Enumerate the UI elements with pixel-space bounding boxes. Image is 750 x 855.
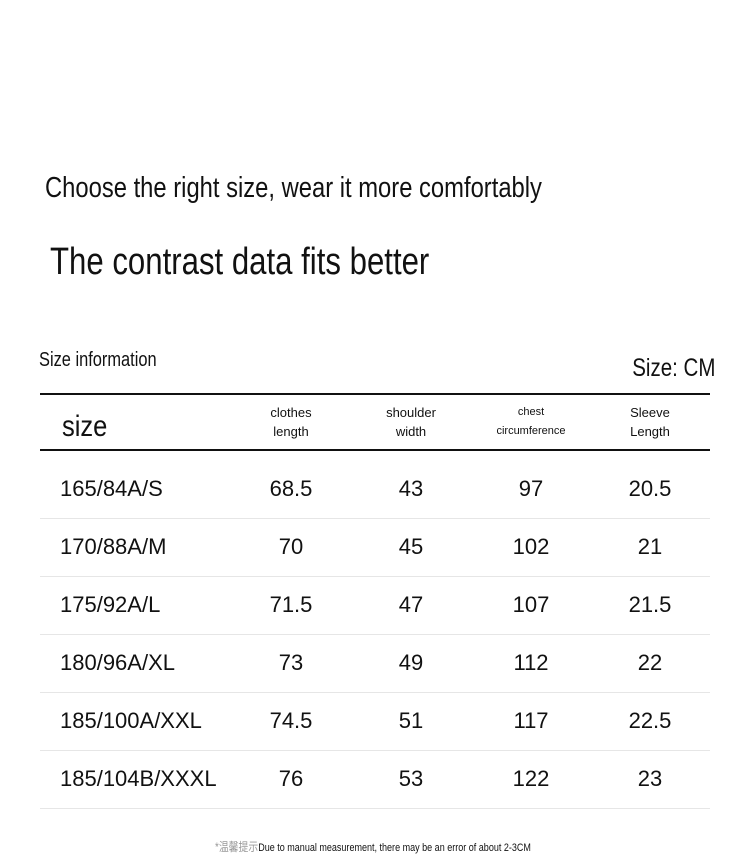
row-separator [40, 750, 710, 751]
size-label: 165/84A/S [60, 476, 163, 501]
measurement: 76 [278, 766, 304, 791]
size-label: 170/88A/M [60, 534, 167, 559]
measurement: 49 [398, 650, 424, 675]
header-rule [40, 449, 710, 451]
size-label: 175/92A/L [60, 592, 161, 617]
measurement: 23 [637, 766, 663, 791]
column-header: chest circumference [496, 403, 565, 441]
header-line: Length [630, 424, 670, 439]
measurement: 112 [513, 650, 549, 675]
footnote-text: Due to manual measurement, there may be … [258, 842, 531, 854]
measurement: 74.5 [269, 708, 313, 733]
header-line: width [395, 424, 427, 439]
size-label: 185/100A/XXL [60, 708, 202, 733]
measurement: 43 [398, 476, 424, 501]
table-caption: Size information [39, 349, 157, 371]
measurement: 71.5 [269, 592, 313, 617]
tagline: Choose the right size, wear it more comf… [45, 172, 542, 204]
measurement: 107 [512, 592, 550, 617]
measurement: 20.5 [628, 476, 672, 501]
size-label: 185/104B/XXXL [60, 766, 217, 791]
row-separator [40, 808, 710, 809]
row-separator [40, 576, 710, 577]
table-top-rule [40, 393, 710, 395]
measurement: 117 [513, 708, 549, 733]
header-line: circumference [496, 425, 566, 437]
measurement: 68.5 [269, 476, 313, 501]
measurement: 21 [637, 534, 663, 559]
measurement: 102 [512, 534, 550, 559]
measurement: 70 [278, 534, 304, 559]
footnote: *温馨提示Due to manual measurement, there ma… [215, 838, 531, 855]
measurement: 73 [278, 650, 304, 675]
measurement: 22 [637, 650, 663, 675]
size-label: 180/96A/XL [60, 650, 175, 675]
row-separator [40, 634, 710, 635]
measurement: 47 [398, 592, 424, 617]
column-header: Sleeve Length [630, 403, 670, 441]
measurement: 22.5 [628, 708, 672, 733]
header-line: chest [517, 406, 545, 418]
row-separator [40, 518, 710, 519]
header-line: clothes [270, 405, 312, 420]
column-header: size [62, 410, 108, 443]
measurement: 51 [398, 708, 424, 733]
measurement: 53 [398, 766, 424, 791]
footnote-prefix: *温馨提示 [215, 840, 259, 854]
header-line: Sleeve [630, 405, 670, 420]
header-line: shoulder [386, 405, 436, 420]
column-header: shoulder width [386, 403, 436, 441]
measurement: 21.5 [628, 592, 672, 617]
measurement: 97 [518, 476, 544, 501]
measurement: 122 [512, 766, 550, 791]
measurement: 45 [398, 534, 424, 559]
row-separator [40, 692, 710, 693]
title: The contrast data fits better [50, 241, 430, 283]
column-header: clothes length [270, 403, 311, 441]
unit-label: Size: CM [631, 354, 715, 382]
header-line: length [273, 424, 309, 439]
